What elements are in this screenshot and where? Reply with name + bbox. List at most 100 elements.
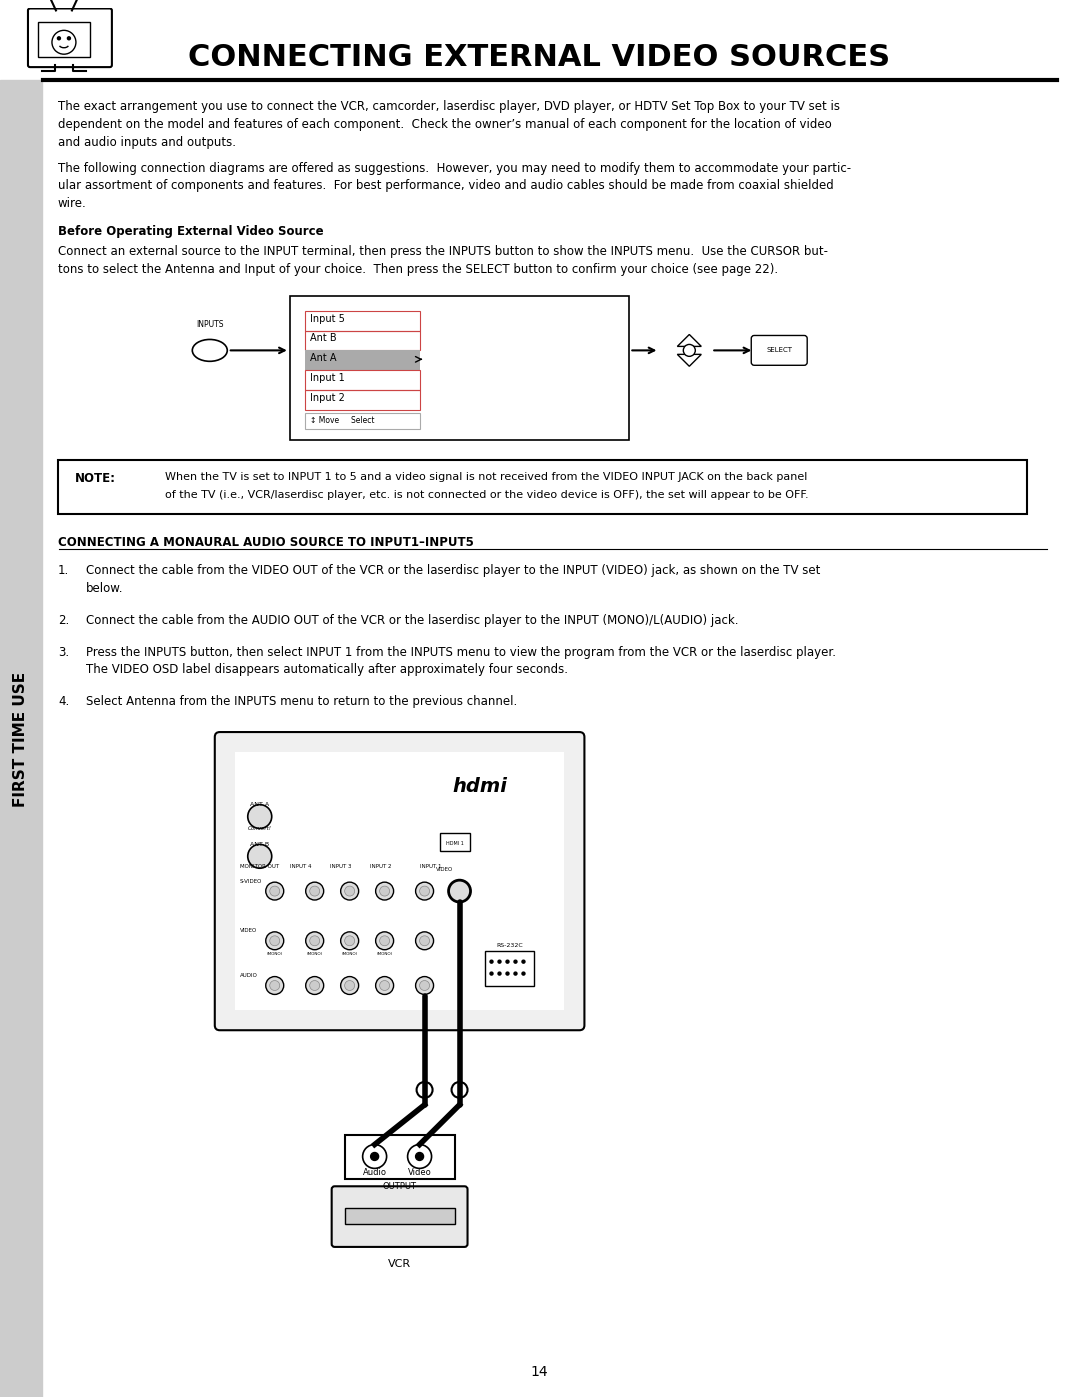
Bar	[440, 834, 470, 851]
Circle shape	[370, 1153, 379, 1161]
Text: Input 2: Input 2	[310, 393, 345, 404]
Text: Select Antenna from the INPUTS menu to return to the previous channel.: Select Antenna from the INPUTS menu to r…	[86, 696, 517, 708]
Text: 3.: 3.	[58, 645, 69, 658]
Bar	[305, 351, 420, 370]
Circle shape	[67, 36, 70, 39]
Text: Connect an external source to the INPUT terminal, then press the INPUTS button t: Connect an external source to the INPUT …	[58, 244, 828, 258]
Text: ular assortment of components and features.  For best performance, video and aud: ular assortment of components and featur…	[58, 179, 834, 193]
Circle shape	[270, 936, 280, 946]
Circle shape	[306, 932, 324, 950]
Text: FIRST TIME USE: FIRST TIME USE	[13, 672, 28, 806]
Text: (MONO): (MONO)	[341, 951, 357, 956]
Circle shape	[376, 882, 393, 900]
Circle shape	[376, 932, 393, 950]
Text: NOTE:: NOTE:	[75, 472, 116, 485]
Text: INPUTS: INPUTS	[197, 320, 224, 328]
Text: AUDIO: AUDIO	[240, 974, 258, 978]
Text: Convert!: Convert!	[247, 826, 272, 831]
Circle shape	[306, 977, 324, 995]
Text: Before Operating External Video Source: Before Operating External Video Source	[58, 225, 324, 237]
Circle shape	[416, 1153, 423, 1161]
Circle shape	[522, 972, 525, 975]
Circle shape	[507, 960, 509, 963]
Bar	[289, 296, 630, 440]
Text: Audio: Audio	[363, 1168, 387, 1176]
Text: VIDEO: VIDEO	[436, 866, 454, 872]
Text: 4.: 4.	[58, 696, 69, 708]
Bar	[305, 351, 420, 370]
Text: RS-232C: RS-232C	[496, 943, 523, 949]
Text: MONITOR OUT: MONITOR OUT	[240, 863, 279, 869]
Circle shape	[684, 345, 696, 356]
Bar	[58, 460, 1027, 514]
Circle shape	[451, 1081, 468, 1098]
Text: S-VIDEO: S-VIDEO	[240, 879, 262, 884]
Circle shape	[270, 981, 280, 990]
Text: Connect the cable from the VIDEO OUT of the VCR or the laserdisc player to the I: Connect the cable from the VIDEO OUT of …	[86, 564, 821, 577]
Text: HDMI 1: HDMI 1	[446, 841, 463, 845]
Circle shape	[306, 882, 324, 900]
FancyBboxPatch shape	[332, 1186, 468, 1248]
Bar	[305, 310, 420, 331]
Circle shape	[380, 886, 390, 895]
Text: Input 1: Input 1	[310, 373, 345, 383]
Text: INPUT 3: INPUT 3	[329, 863, 351, 869]
Text: SELECT: SELECT	[766, 348, 793, 353]
Text: Input 5: Input 5	[310, 313, 345, 324]
Circle shape	[490, 972, 492, 975]
Circle shape	[57, 36, 60, 39]
Circle shape	[416, 977, 433, 995]
Text: and audio inputs and outputs.: and audio inputs and outputs.	[58, 136, 235, 148]
Circle shape	[247, 844, 272, 868]
Text: of the TV (i.e., VCR/laserdisc player, etc. is not connected or the video device: of the TV (i.e., VCR/laserdisc player, e…	[165, 489, 809, 500]
Text: dependent on the model and features of each component.  Check the owner’s manual: dependent on the model and features of e…	[58, 117, 832, 131]
Text: ANT B: ANT B	[251, 842, 269, 847]
Text: Connect the cable from the AUDIO OUT of the VCR or the laserdisc player to the I: Connect the cable from the AUDIO OUT of …	[86, 613, 739, 627]
Text: below.: below.	[86, 583, 123, 595]
Bar	[305, 414, 420, 429]
Circle shape	[514, 960, 517, 963]
Circle shape	[345, 981, 354, 990]
Text: INPUT 4: INPUT 4	[289, 863, 311, 869]
Circle shape	[407, 1144, 432, 1168]
Circle shape	[247, 805, 272, 828]
Circle shape	[340, 932, 359, 950]
Circle shape	[380, 936, 390, 946]
Text: The exact arrangement you use to connect the VCR, camcorder, laserdisc player, D: The exact arrangement you use to connect…	[58, 101, 840, 113]
Text: wire.: wire.	[58, 197, 86, 211]
Ellipse shape	[192, 339, 227, 362]
Circle shape	[514, 972, 517, 975]
Circle shape	[266, 882, 284, 900]
Circle shape	[340, 882, 359, 900]
Text: 2.: 2.	[58, 613, 69, 627]
Text: ANT A: ANT A	[251, 802, 269, 807]
Text: (MONO): (MONO)	[377, 951, 393, 956]
Text: CONNECTING EXTERNAL VIDEO SOURCES: CONNECTING EXTERNAL VIDEO SOURCES	[188, 43, 891, 71]
Circle shape	[416, 932, 433, 950]
Circle shape	[345, 886, 354, 895]
Text: (MONO): (MONO)	[267, 951, 283, 956]
Bar	[345, 1134, 455, 1179]
Polygon shape	[677, 334, 701, 346]
Text: OUTPUT: OUTPUT	[382, 1182, 417, 1192]
Text: tons to select the Antenna and Input of your choice.  Then press the SELECT butt: tons to select the Antenna and Input of …	[58, 263, 778, 277]
Bar	[305, 331, 420, 351]
Circle shape	[417, 1081, 433, 1098]
Circle shape	[522, 960, 525, 963]
Circle shape	[420, 981, 430, 990]
Text: VCR: VCR	[388, 1259, 411, 1268]
Circle shape	[52, 31, 76, 54]
Circle shape	[376, 977, 393, 995]
Polygon shape	[677, 355, 701, 366]
FancyBboxPatch shape	[28, 8, 112, 67]
Text: Press the INPUTS button, then select INPUT 1 from the INPUTS menu to view the pr: Press the INPUTS button, then select INP…	[86, 645, 836, 658]
Text: (MONO): (MONO)	[307, 951, 323, 956]
Text: CONNECTING A MONAURAL AUDIO SOURCE TO INPUT1–INPUT5: CONNECTING A MONAURAL AUDIO SOURCE TO IN…	[58, 536, 474, 549]
Circle shape	[266, 932, 284, 950]
Circle shape	[498, 972, 501, 975]
Bar	[305, 390, 420, 411]
Text: hdmi: hdmi	[453, 777, 507, 796]
Bar	[305, 370, 420, 390]
Circle shape	[340, 977, 359, 995]
Circle shape	[448, 880, 471, 902]
